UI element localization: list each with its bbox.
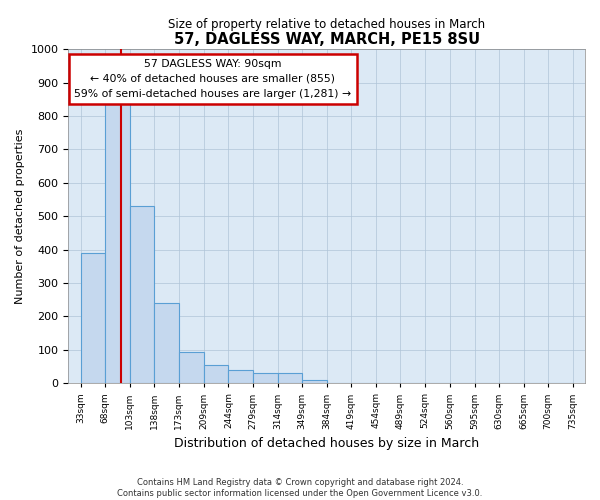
Bar <box>229 370 253 384</box>
Bar <box>278 373 302 384</box>
Bar <box>80 253 105 384</box>
Title: 57, DAGLESS WAY, MARCH, PE15 8SU: 57, DAGLESS WAY, MARCH, PE15 8SU <box>173 32 480 46</box>
Bar <box>105 102 130 384</box>
Text: Size of property relative to detached houses in March: Size of property relative to detached ho… <box>168 18 485 31</box>
X-axis label: Distribution of detached houses by size in March: Distribution of detached houses by size … <box>174 437 479 450</box>
Bar <box>204 365 229 384</box>
Y-axis label: Number of detached properties: Number of detached properties <box>15 128 25 304</box>
Bar <box>154 303 179 384</box>
Text: Contains HM Land Registry data © Crown copyright and database right 2024.
Contai: Contains HM Land Registry data © Crown c… <box>118 478 482 498</box>
Bar <box>253 373 278 384</box>
Text: 57 DAGLESS WAY: 90sqm
← 40% of detached houses are smaller (855)
59% of semi-det: 57 DAGLESS WAY: 90sqm ← 40% of detached … <box>74 59 352 99</box>
Bar <box>179 352 204 384</box>
Bar <box>302 380 326 384</box>
Bar <box>130 206 154 384</box>
